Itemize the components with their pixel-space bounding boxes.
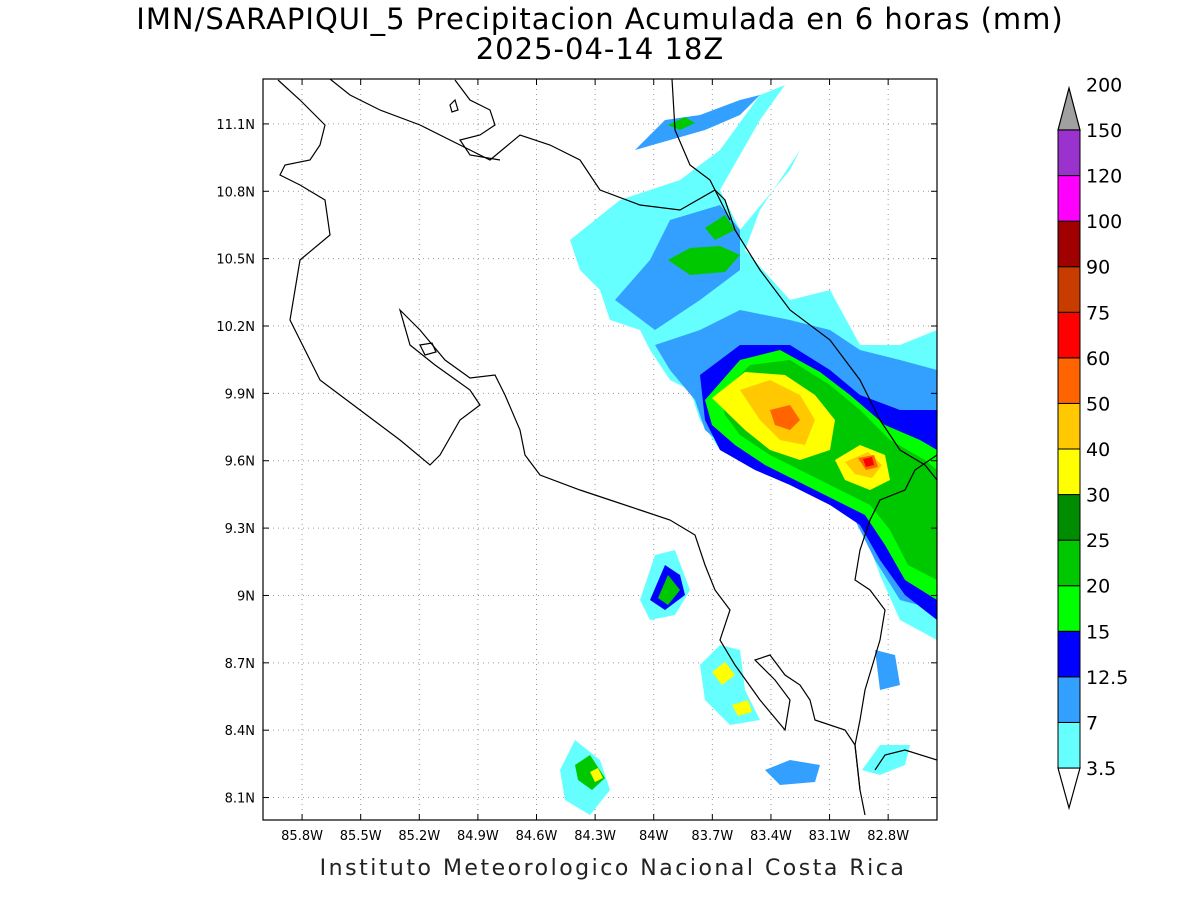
colorbar-box — [1057, 630, 1081, 678]
y-tick-label: 8.7N — [225, 657, 255, 672]
colorbar-box — [1057, 721, 1081, 769]
y-tick-label: 10.5N — [216, 253, 255, 268]
precip-core-red — [863, 457, 874, 467]
colorbar-box — [1057, 357, 1081, 404]
colorbar-bottom-arrow — [1057, 767, 1081, 811]
precip-cell-south-5 — [875, 650, 900, 690]
colorbar: 3.5 7 12.5 15 20 25 30 40 50 60 75 90 100 120 150 200 — [1057, 74, 1128, 811]
precip-cell-north — [668, 215, 740, 275]
map-frame — [262, 78, 938, 821]
colorbar-box — [1057, 402, 1081, 450]
panama-coast-south — [874, 749, 937, 771]
colorbar-box — [1057, 175, 1081, 222]
colorbar-box — [1057, 676, 1081, 723]
y-tick-label: 9.6N — [225, 455, 255, 470]
y-tick-label: 9.9N — [225, 387, 255, 402]
colorbar-label: 12.5 — [1086, 667, 1128, 689]
colorbar-label: 75 — [1086, 302, 1110, 324]
y-tick-label: 11.1N — [216, 118, 255, 133]
precip-core-orange — [770, 405, 878, 470]
panama-border — [854, 454, 937, 791]
y-tick-label: 9N — [237, 589, 255, 604]
x-tick-label: 84W — [639, 829, 669, 844]
caribbean-coast — [329, 79, 937, 481]
y-tick-label: 10.8N — [216, 185, 255, 200]
x-tick-label: 84.6W — [516, 829, 558, 844]
precip-cell-south-3-yellow — [590, 768, 603, 782]
colorbar-box — [1057, 129, 1081, 177]
colorbar-box — [1057, 539, 1081, 587]
precip-cell-south-1-core — [658, 575, 680, 605]
colorbar-label: 120 — [1086, 166, 1122, 188]
colorbar-box — [1057, 311, 1081, 359]
colorbar-label: 30 — [1086, 485, 1110, 507]
x-tick-label: 85.8W — [281, 829, 323, 844]
colorbar-box — [1057, 448, 1081, 496]
map-date: 2025-04-14 18Z — [475, 32, 725, 66]
nicoya-inlet — [419, 342, 437, 356]
precip-cell-south-4 — [765, 760, 820, 785]
colorbar-label: 15 — [1086, 621, 1110, 643]
pacific-coast — [277, 79, 866, 816]
lake-nicaragua-shore — [454, 79, 501, 161]
precip-cell-south-3-core — [575, 755, 605, 790]
x-tick-label: 83.4W — [750, 829, 792, 844]
map-title: IMN/SARAPIQUI_5 Precipitacion Acumulada … — [136, 2, 1064, 36]
y-tick-label: 9.3N — [225, 522, 255, 537]
colorbar-label: 3.5 — [1086, 758, 1116, 780]
precip-band-orange-light — [740, 380, 882, 478]
colorbar-box — [1057, 494, 1081, 541]
colorbar-label: 60 — [1086, 348, 1110, 370]
x-tick-label: 82.8W — [867, 829, 909, 844]
colorbar-label: 150 — [1086, 120, 1122, 142]
island-small — [449, 98, 459, 113]
colorbar-label: 200 — [1086, 74, 1122, 96]
precip-cell-south-6 — [862, 745, 910, 775]
precip-cell-south-2-core — [712, 662, 752, 716]
x-tick-label: 84.3W — [574, 829, 616, 844]
colorbar-box — [1057, 220, 1081, 268]
y-tick-label: 8.1N — [225, 792, 255, 807]
precipitation-field — [560, 85, 937, 815]
x-axis: 85.8W 85.5W 85.2W 84.9W 84.6W 84.3W 84W 83.7W 83… — [281, 79, 909, 844]
colorbar-label: 90 — [1086, 257, 1110, 279]
coastline — [277, 79, 937, 816]
colorbar-label: 20 — [1086, 576, 1110, 598]
nicaragua-border — [671, 79, 731, 221]
y-tick-label: 10.2N — [216, 320, 255, 335]
x-tick-label: 83.1W — [809, 829, 851, 844]
x-tick-label: 84.9W — [457, 829, 499, 844]
colorbar-box — [1057, 585, 1081, 632]
colorbar-top-arrow — [1057, 85, 1081, 131]
colorbar-label: 100 — [1086, 211, 1122, 233]
colorbar-box — [1057, 266, 1081, 313]
x-tick-label: 85.2W — [398, 829, 440, 844]
colorbar-label: 25 — [1086, 530, 1110, 552]
colorbar-label: 7 — [1086, 712, 1098, 734]
y-axis: 11.1N 10.8N 10.5N 10.2N 9.9N 9.6N 9.3N 9N 8.7N 8.… — [216, 118, 937, 807]
footer-credit: Instituto Meteorologico Nacional Costa R… — [319, 856, 907, 881]
precip-cell-northwest — [635, 95, 760, 150]
y-tick-label: 8.4N — [225, 724, 255, 739]
colorbar-label: 40 — [1086, 439, 1110, 461]
x-tick-label: 85.5W — [340, 829, 382, 844]
x-tick-label: 83.7W — [691, 829, 733, 844]
colorbar-label: 50 — [1086, 393, 1110, 415]
